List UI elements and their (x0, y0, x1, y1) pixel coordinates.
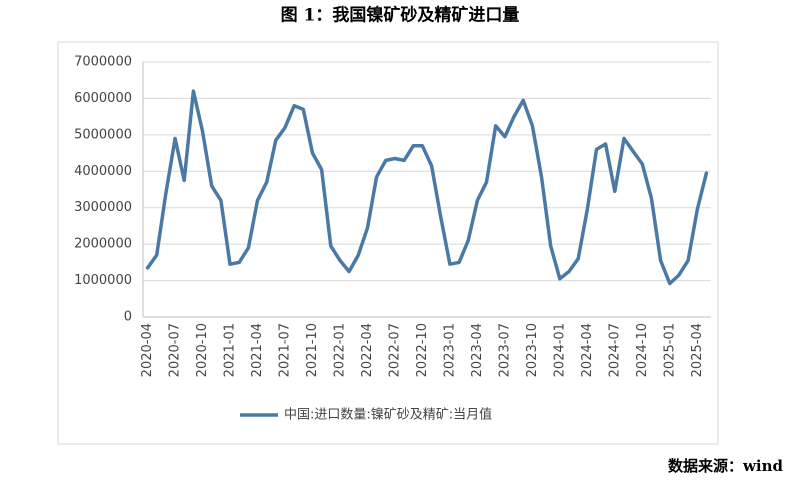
x-tick-label: 2022-04 (360, 323, 375, 377)
legend-label: 中国:进口数量:镍矿砂及精矿:当月值 (284, 407, 492, 423)
x-tick-label: 2024-04 (580, 323, 595, 377)
y-tick-label: 5000000 (74, 127, 132, 142)
x-tick-label: 2023-04 (470, 323, 485, 377)
y-tick-label: 2000000 (74, 237, 132, 252)
series-line (145, 89, 709, 286)
x-tick-label: 2022-01 (332, 323, 347, 377)
x-tick-label: 2024-10 (635, 323, 650, 377)
y-tick-label: 6000000 (74, 91, 132, 106)
x-tick-label: 2025-01 (662, 323, 677, 377)
y-tick-label: 7000000 (74, 55, 132, 70)
x-tick-label: 2023-01 (442, 323, 457, 377)
x-tick-label: 2020-04 (140, 323, 155, 377)
x-tick-label: 2025-04 (690, 323, 705, 377)
x-tick-label: 2020-07 (168, 323, 183, 377)
x-tick-label: 2021-10 (305, 323, 320, 377)
x-tick-label: 2021-07 (278, 323, 293, 377)
x-tick-label: 2022-07 (387, 323, 402, 377)
y-tick-label: 1000000 (74, 273, 132, 288)
source-note: 数据来源：wind (668, 457, 784, 475)
x-tick-label: 2024-07 (607, 323, 622, 377)
chart-title: 图 1：我国镍矿砂及精矿进口量 (281, 5, 520, 26)
x-tick-label: 2021-01 (223, 323, 238, 377)
y-tick-label: 4000000 (74, 164, 132, 179)
x-tick-label: 2022-10 (415, 323, 430, 377)
y-tick-label: 0 (124, 310, 132, 325)
chart-frame (57, 41, 719, 445)
y-tick-label: 3000000 (74, 200, 132, 215)
x-tick-label: 2020-10 (195, 323, 210, 377)
x-tick-label: 2024-01 (552, 323, 567, 377)
x-tick-label: 2021-04 (250, 323, 265, 377)
x-tick-label: 2023-10 (525, 323, 540, 377)
x-tick-label: 2023-07 (497, 323, 512, 377)
